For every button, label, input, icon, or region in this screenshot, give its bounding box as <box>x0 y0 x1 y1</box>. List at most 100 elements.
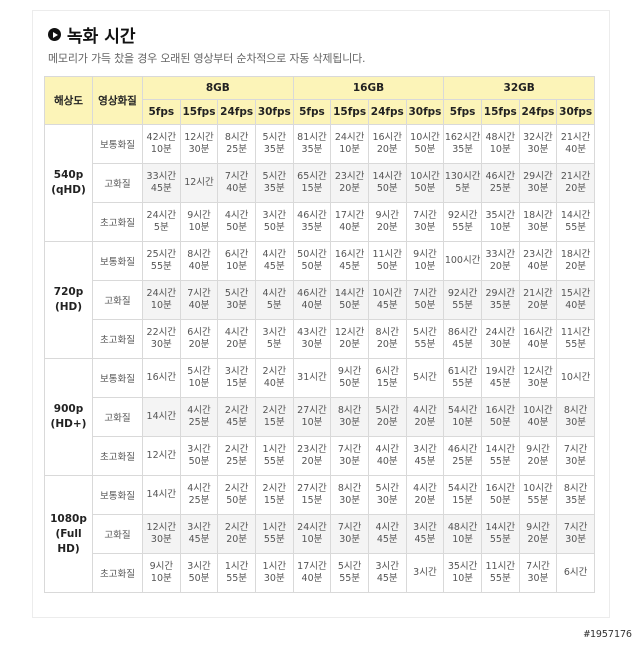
time-hours: 3시간 <box>187 444 211 455</box>
time-hours: 4시간 <box>262 288 287 299</box>
time-cell: 16시간 <box>142 358 181 398</box>
time-minutes: 10분 <box>414 261 436 272</box>
time-minutes: 35분 <box>565 495 587 506</box>
time-cell: 8시간 30분 <box>556 397 595 437</box>
time-hours: 7시간 <box>526 561 550 572</box>
time-minutes: 45분 <box>263 261 285 272</box>
time-minutes: 50분 <box>301 261 323 272</box>
time-cell: 162시간 35분 <box>443 124 482 164</box>
table-row: 고화질 14시간 4시간 25분 2시간 45분 2시간 15분 27시간 10분 8시간 30분 5시… <box>45 397 595 437</box>
time-hours: 17시간 <box>297 561 327 572</box>
time-minutes: 45분 <box>489 378 511 389</box>
time-minutes: 55분 <box>452 378 474 389</box>
time-minutes: 15분 <box>376 378 398 389</box>
time-minutes: 50분 <box>376 261 398 272</box>
header-fps: 5fps <box>443 99 482 125</box>
time-hours: 5시간 <box>224 288 249 299</box>
time-cell: 23시간 20분 <box>330 163 369 203</box>
time-cell: 7시간 30분 <box>518 553 558 593</box>
time-minutes: 20분 <box>226 534 248 545</box>
time-cell: 92시간 55분 <box>443 202 482 242</box>
time-cell: 8시간 30분 <box>330 475 369 515</box>
time-minutes: 30분 <box>226 300 248 311</box>
time-hours: 12시간 <box>146 522 177 533</box>
time-hours: 16시간 <box>146 372 177 383</box>
time-minutes: 15분 <box>301 495 323 506</box>
time-minutes: 15분 <box>263 417 285 428</box>
time-cell: 11시간 55분 <box>556 319 595 359</box>
time-hours: 14시간 <box>146 489 177 500</box>
time-cell: 11시간 50분 <box>367 241 407 281</box>
time-cell: 16시간 50분 <box>480 475 520 515</box>
time-hours: 9시간 <box>375 210 400 221</box>
time-hours: 4시간 <box>224 210 249 221</box>
time-minutes: 30분 <box>339 417 361 428</box>
header-row-fps: 5fps 15fps 24fps 30fps 5fps 15fps 24fps 30fps 5f… <box>45 99 595 125</box>
time-cell: 5시간 <box>405 358 445 398</box>
time-hours: 2시간 <box>224 522 249 533</box>
time-hours: 92시간 <box>447 210 478 221</box>
time-cell: 4시간 40분 <box>367 436 407 476</box>
time-hours: 6시간 <box>224 249 249 260</box>
header-resolution: 해상도 <box>44 76 93 125</box>
time-hours: 7시간 <box>337 444 362 455</box>
time-hours: 4시간 <box>375 522 400 533</box>
time-cell: 6시간 15분 <box>367 358 407 398</box>
time-hours: 5시간 <box>413 327 437 338</box>
time-minutes: 55분 <box>527 495 549 506</box>
time-cell: 16시간 40분 <box>518 319 558 359</box>
page-title: 녹화 시간 <box>67 27 136 47</box>
time-hours: 9시간 <box>149 561 174 572</box>
time-cell: 21시간 20분 <box>518 280 558 320</box>
time-hours: 24시간 <box>146 210 177 221</box>
time-hours: 12시간 <box>146 450 177 461</box>
time-cell: 5시간 35분 <box>254 163 294 203</box>
time-hours: 10시간 <box>523 405 553 416</box>
time-hours: 1시간 <box>262 522 287 533</box>
time-hours: 24시간 <box>146 288 177 299</box>
resolution-label: 1080p <box>50 512 87 525</box>
header-fps: 30fps <box>254 99 294 125</box>
time-cell: 4시간 20분 <box>405 475 445 515</box>
table-row: 초고화질 12시간 3시간 50분 2시간 25분 1시간 55분 23시간 20분 7시간 30분 4… <box>45 436 595 476</box>
table-row: 540p (qHD) 보통화질 42시간 10분 12시간 30분 8시간 25분 5시간 35분 8… <box>44 124 595 242</box>
header-fps: 24fps <box>367 99 407 125</box>
time-cell: 4시간 5분 <box>254 280 294 320</box>
time-hours: 65시간 <box>297 171 327 182</box>
time-cell: 7시간 30분 <box>330 514 369 554</box>
time-hours: 5시간 <box>187 366 211 377</box>
time-minutes: 15분 <box>301 183 323 194</box>
time-minutes: 50분 <box>263 222 285 233</box>
time-cell: 3시간 15분 <box>217 358 256 398</box>
time-hours: 3시간 <box>413 522 437 533</box>
time-minutes: 50분 <box>188 573 210 584</box>
time-hours: 8시간 <box>187 249 211 260</box>
header-fps: 5fps <box>142 99 181 125</box>
time-hours: 3시간 <box>187 561 211 572</box>
time-hours: 2시간 <box>262 405 287 416</box>
time-cell: 12시간 <box>142 436 181 476</box>
time-cell: 12시간 <box>179 163 219 203</box>
time-minutes: 35분 <box>489 300 511 311</box>
time-minutes: 45분 <box>188 534 210 545</box>
header-capacity-8gb: 8GB <box>142 76 294 100</box>
time-hours: 54시간 <box>447 483 478 494</box>
time-cell: 19시간 45분 <box>480 358 520 398</box>
time-hours: 86시간 <box>447 327 478 338</box>
time-minutes: 50분 <box>414 144 436 155</box>
time-cell: 27시간 15분 <box>292 475 332 515</box>
time-cell: 31시간 <box>292 358 332 398</box>
time-minutes: 55분 <box>565 222 587 233</box>
time-minutes: 25분 <box>188 417 210 428</box>
time-hours: 4시간 <box>262 249 287 260</box>
time-cell: 12시간 20분 <box>330 319 369 359</box>
time-cell: 7시간 40분 <box>179 280 219 320</box>
time-cell: 61시간 55분 <box>443 358 482 398</box>
time-hours: 6시간 <box>375 366 400 377</box>
time-hours: 1시간 <box>262 444 287 455</box>
time-hours: 16시간 <box>523 327 553 338</box>
quality-cell: 고화질 <box>92 514 143 554</box>
time-hours: 35시간 <box>447 561 478 572</box>
time-hours: 31시간 <box>297 372 327 383</box>
time-hours: 21시간 <box>560 132 591 143</box>
